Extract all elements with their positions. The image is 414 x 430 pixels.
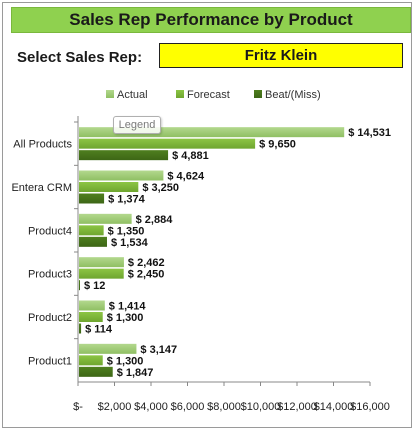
x-tick-label: $12,000 [277, 401, 317, 413]
legend-swatch-1 [176, 90, 184, 98]
bar-0 [79, 127, 345, 138]
bar-2 [79, 280, 80, 291]
data-label-1: $ 1,300 [107, 355, 144, 367]
bar-1 [79, 138, 256, 149]
data-label-2: $ 1,534 [111, 237, 149, 249]
bar-1 [79, 225, 104, 236]
legend-label-1: Forecast [187, 89, 230, 101]
data-label-0: $ 3,147 [140, 344, 177, 356]
data-label-0: $ 2,462 [128, 257, 165, 269]
data-label-2: $ 1,374 [108, 194, 146, 206]
data-label-2: $ 12 [84, 280, 105, 292]
x-tick-label: $16,000 [350, 401, 390, 413]
bar-1 [79, 182, 139, 192]
page-title: Sales Rep Performance by Product [11, 7, 411, 33]
category-label: Product1 [28, 355, 72, 367]
bar-0 [79, 300, 105, 311]
category-label: Product3 [28, 269, 72, 281]
data-label-2: $ 4,881 [172, 150, 209, 162]
data-label-1: $ 1,350 [108, 225, 145, 237]
data-label-2: $ 114 [85, 324, 113, 336]
sales-rep-dropdown[interactable]: Fritz Klein [159, 43, 403, 68]
data-label-0: $ 2,884 [136, 214, 174, 226]
category-label: All Products [13, 139, 72, 151]
x-tick-label: $4,000 [134, 401, 168, 413]
bar-1 [79, 268, 124, 279]
bar-1 [79, 355, 103, 366]
legend-label-2: Beat/(Miss) [265, 89, 321, 101]
category-label: Product4 [28, 225, 72, 237]
category-label: Product2 [28, 312, 72, 324]
legend-tooltip: Legend [113, 116, 161, 134]
data-label-1: $ 3,250 [142, 182, 179, 194]
bar-2 [79, 193, 105, 204]
x-tick-label: $10,000 [241, 401, 281, 413]
x-tick-label: $2,000 [98, 401, 132, 413]
data-label-0: $ 4,624 [167, 171, 205, 183]
bar-0 [79, 170, 164, 181]
sales-rep-label: Select Sales Rep: [17, 49, 143, 66]
bar-1 [79, 312, 103, 322]
legend-label-0: Actual [117, 89, 148, 101]
bar-2 [79, 366, 113, 377]
bar-0 [79, 343, 137, 354]
data-label-0: $ 14,531 [348, 127, 391, 139]
legend-swatch-0 [106, 90, 114, 98]
data-label-0: $ 1,414 [109, 301, 147, 313]
data-label-1: $ 9,650 [259, 139, 296, 151]
legend-swatch-2 [254, 90, 262, 98]
x-tick-label: $- [73, 401, 83, 413]
data-label-2: $ 1,847 [117, 367, 154, 379]
bar-0 [79, 257, 124, 268]
category-label: Entera CRM [11, 182, 72, 194]
x-tick-label: $6,000 [171, 401, 205, 413]
bar-2 [79, 236, 107, 247]
performance-chart: Actual Forecast Beat/(Miss) $- $2,000 $4,000 $… [4, 74, 404, 419]
bar-chart-svg: Actual Forecast Beat/(Miss)$- $2,000 $4,000 $… [11, 89, 391, 413]
bar-0 [79, 213, 132, 224]
data-label-1: $ 1,300 [107, 312, 144, 324]
bar-2 [79, 323, 82, 334]
bar-2 [79, 150, 169, 161]
data-label-1: $ 2,450 [128, 269, 165, 281]
x-tick-label: $8,000 [207, 401, 241, 413]
x-tick-label: $14,000 [314, 401, 354, 413]
